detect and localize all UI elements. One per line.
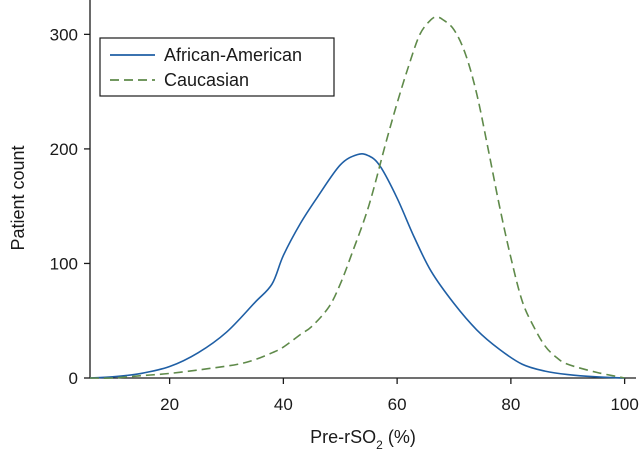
axes: 0 100 200 300 20 40 60 80 100	[50, 0, 639, 414]
x-tick-label: 40	[274, 395, 293, 414]
legend-box	[99, 37, 335, 97]
y-axis-title: Patient count	[8, 145, 28, 250]
y-tick-label: 0	[69, 369, 78, 388]
legend: African-American Caucasian	[99, 37, 335, 97]
legend-label-african-american: African-American	[164, 45, 302, 65]
y-tick-label: 300	[50, 25, 78, 44]
x-tick-label: 80	[501, 395, 520, 414]
series-line-caucasian	[89, 16, 625, 379]
x-tick-label: 20	[160, 395, 179, 414]
x-axis-title: Pre-rSO2 (%)	[310, 427, 416, 452]
legend-label-caucasian: Caucasian	[164, 70, 249, 90]
x-tick-label: 100	[610, 395, 638, 414]
series-layer	[89, 16, 625, 379]
series-line-african-american	[89, 153, 625, 379]
x-tick-label: 60	[388, 395, 407, 414]
y-tick-label: 200	[50, 140, 78, 159]
y-tick-label: 100	[50, 254, 78, 273]
